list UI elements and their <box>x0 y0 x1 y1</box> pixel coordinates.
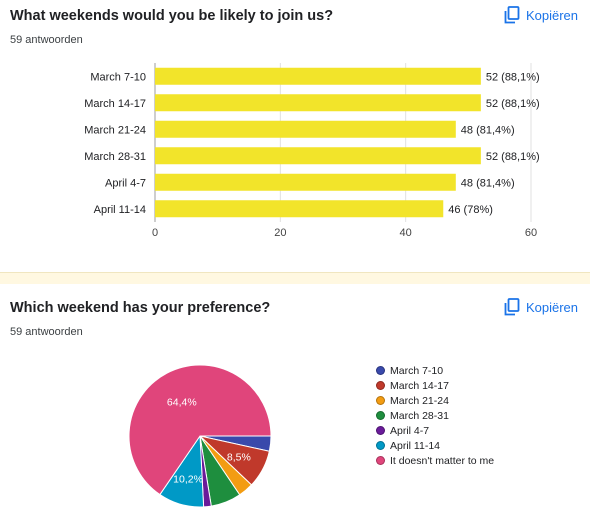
slice-label: 10,2% <box>173 473 203 485</box>
legend-label: March 28-31 <box>390 409 449 422</box>
category-label: March 14-17 <box>84 98 146 110</box>
legend-label: March 14-17 <box>390 379 449 392</box>
data-label: 46 (78%) <box>448 204 493 216</box>
pie-legend: March 7-10 March 14-17 March 21-24 March 28… <box>376 363 494 468</box>
category-label: March 7-10 <box>90 71 146 83</box>
legend-swatch <box>376 396 385 405</box>
x-tick-label: 40 <box>400 227 412 239</box>
legend-swatch <box>376 426 385 435</box>
data-label: 52 (88,1%) <box>486 71 540 83</box>
legend-label: March 21-24 <box>390 394 449 407</box>
legend-label: March 7-10 <box>390 364 444 377</box>
question-title: What weekends would you be likely to joi… <box>10 8 334 24</box>
pie-chart: 8,5% 10,2% 64,4% <box>128 364 272 508</box>
bar <box>155 94 481 112</box>
data-label: 48 (81,4%) <box>461 124 515 136</box>
legend-item: March 7-10 <box>376 363 494 378</box>
legend-label: April 11-14 <box>390 439 440 452</box>
legend-item: March 14-17 <box>376 378 494 393</box>
legend-item: March 28-31 <box>376 408 494 423</box>
data-label: 52 (88,1%) <box>486 151 540 163</box>
legend-item: March 21-24 <box>376 393 494 408</box>
x-tick-label: 0 <box>152 227 158 239</box>
category-label: March 28-31 <box>84 151 146 163</box>
slice-label: 8,5% <box>227 452 251 464</box>
bar <box>155 67 481 85</box>
legend-swatch <box>376 456 385 465</box>
legend-swatch <box>376 411 385 420</box>
bar <box>155 147 481 165</box>
copy-icon <box>504 6 520 24</box>
legend-swatch <box>376 366 385 375</box>
question-card-preference: Which weekend has your preference? 59 an… <box>0 284 590 528</box>
bar <box>155 120 456 138</box>
slice-label: 64,4% <box>167 396 197 408</box>
question-card-weekends: What weekends would you be likely to joi… <box>10 6 578 239</box>
legend-label: It doesn't matter to me <box>390 454 495 467</box>
copy-button[interactable]: Kopiëren <box>504 298 578 316</box>
legend-item: April 4-7 <box>376 423 494 438</box>
data-label: 48 (81,4%) <box>461 177 515 189</box>
category-label: April 11-14 <box>94 204 146 216</box>
category-label: March 21-24 <box>84 124 146 136</box>
bar <box>155 173 456 191</box>
legend-item: It doesn't matter to me <box>376 453 494 468</box>
response-count: 59 antwoorden <box>10 326 83 338</box>
copy-button[interactable]: Kopiëren <box>504 6 578 24</box>
copy-icon <box>504 298 520 316</box>
legend-swatch <box>376 381 385 390</box>
bar <box>155 200 444 218</box>
question-title: Which weekend has your preference? <box>10 300 271 316</box>
data-label: 52 (88,1%) <box>486 98 540 110</box>
x-tick-label: 20 <box>274 227 286 239</box>
category-label: April 4-7 <box>105 177 146 189</box>
copy-label: Kopiëren <box>525 299 578 315</box>
legend-label: April 4-7 <box>390 424 430 437</box>
x-tick-label: 60 <box>525 227 537 239</box>
legend-swatch <box>376 441 385 450</box>
bar-chart: 0 20 40 60 March 7-10 52 (88,1%) March 14-17 52… <box>84 63 540 239</box>
legend-item: April 11-14 <box>376 438 494 453</box>
copy-label: Kopiëren <box>525 7 578 23</box>
response-count: 59 antwoorden <box>10 34 83 46</box>
pie-slice <box>128 364 272 496</box>
